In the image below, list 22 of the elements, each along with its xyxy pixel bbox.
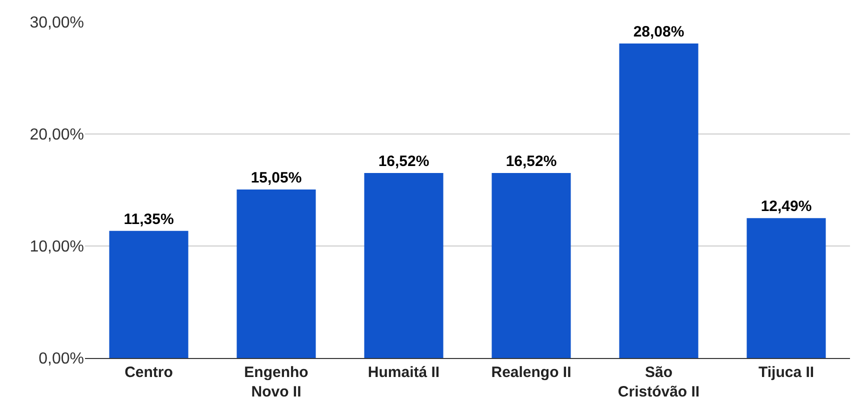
data-label: 16,52% [506, 152, 557, 170]
x-tick-label: Tijuca II [758, 364, 814, 381]
bar [364, 172, 444, 358]
y-tick-label: 30,00% [30, 14, 84, 32]
x-tick-label: São Cristóvão II [618, 364, 700, 400]
x-tick-label: Centro [124, 364, 173, 381]
data-label: 28,08% [633, 24, 684, 40]
bar [619, 44, 698, 358]
data-label: 16,52% [378, 152, 430, 170]
bar [746, 218, 826, 358]
x-tick-label: Engenho Novo II [244, 364, 308, 400]
bar [236, 189, 316, 358]
data-label: 12,49% [760, 198, 812, 216]
x-tick-label: Realengo II [491, 364, 572, 381]
data-label: 11,35% [124, 210, 174, 228]
y-tick-label: 20,00% [30, 126, 84, 144]
data-label: 15,05% [250, 169, 302, 186]
bar [109, 230, 188, 358]
y-tick-label: 0,00% [38, 350, 84, 368]
bar [492, 172, 571, 358]
y-tick-label: 10,00% [30, 238, 84, 256]
x-tick-label: Humaitá II [368, 364, 440, 381]
